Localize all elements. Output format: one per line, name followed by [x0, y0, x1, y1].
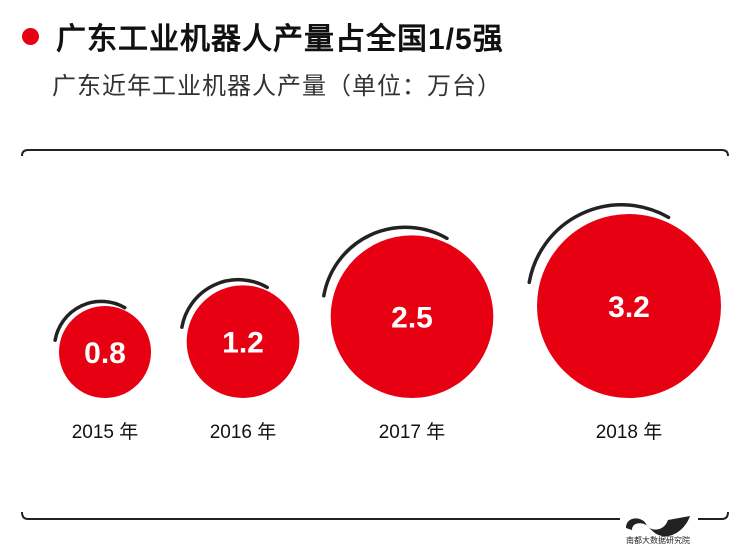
data-label: 0.8 [84, 337, 126, 370]
bubble-chart: 0.8 2015 年 1.2 2016 年 2.5 2017 年 3.2 2018 年 [21, 149, 729, 520]
bubble-2018 [537, 214, 721, 398]
red-dot-icon [22, 27, 39, 45]
bubble-2015 [59, 306, 151, 398]
bubble-2016 [186, 285, 300, 398]
logo-text: 南都大数据研究院 [626, 535, 690, 544]
title-row: 广东工业机器人产量占全国1/5强 [22, 14, 504, 58]
category-label: 2016 年 [210, 421, 277, 443]
category-label: 2017 年 [379, 421, 446, 443]
logo: 南都大数据研究院 [626, 516, 690, 544]
frame-top-line [21, 149, 729, 157]
bubble-arc [180, 277, 269, 329]
bubble-2017 [330, 235, 494, 398]
data-label: 3.2 [608, 291, 650, 324]
data-label: 2.5 [391, 302, 433, 335]
data-label: 1.2 [222, 327, 264, 360]
frame-bottom-line-right [698, 511, 729, 520]
category-label: 2018 年 [596, 421, 663, 443]
bubble-arc [527, 203, 671, 285]
bubble-arc [53, 299, 127, 342]
chart-subtitle: 广东近年工业机器人产量（单位：万台） [52, 73, 502, 100]
frame-bottom-line [21, 511, 620, 520]
bubble-arc [322, 225, 449, 298]
category-label: 2015 年 [72, 421, 139, 443]
chart-title: 广东工业机器人产量占全国1/5强 [56, 23, 504, 56]
